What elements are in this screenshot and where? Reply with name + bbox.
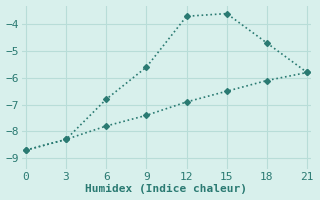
X-axis label: Humidex (Indice chaleur): Humidex (Indice chaleur)	[85, 184, 247, 194]
